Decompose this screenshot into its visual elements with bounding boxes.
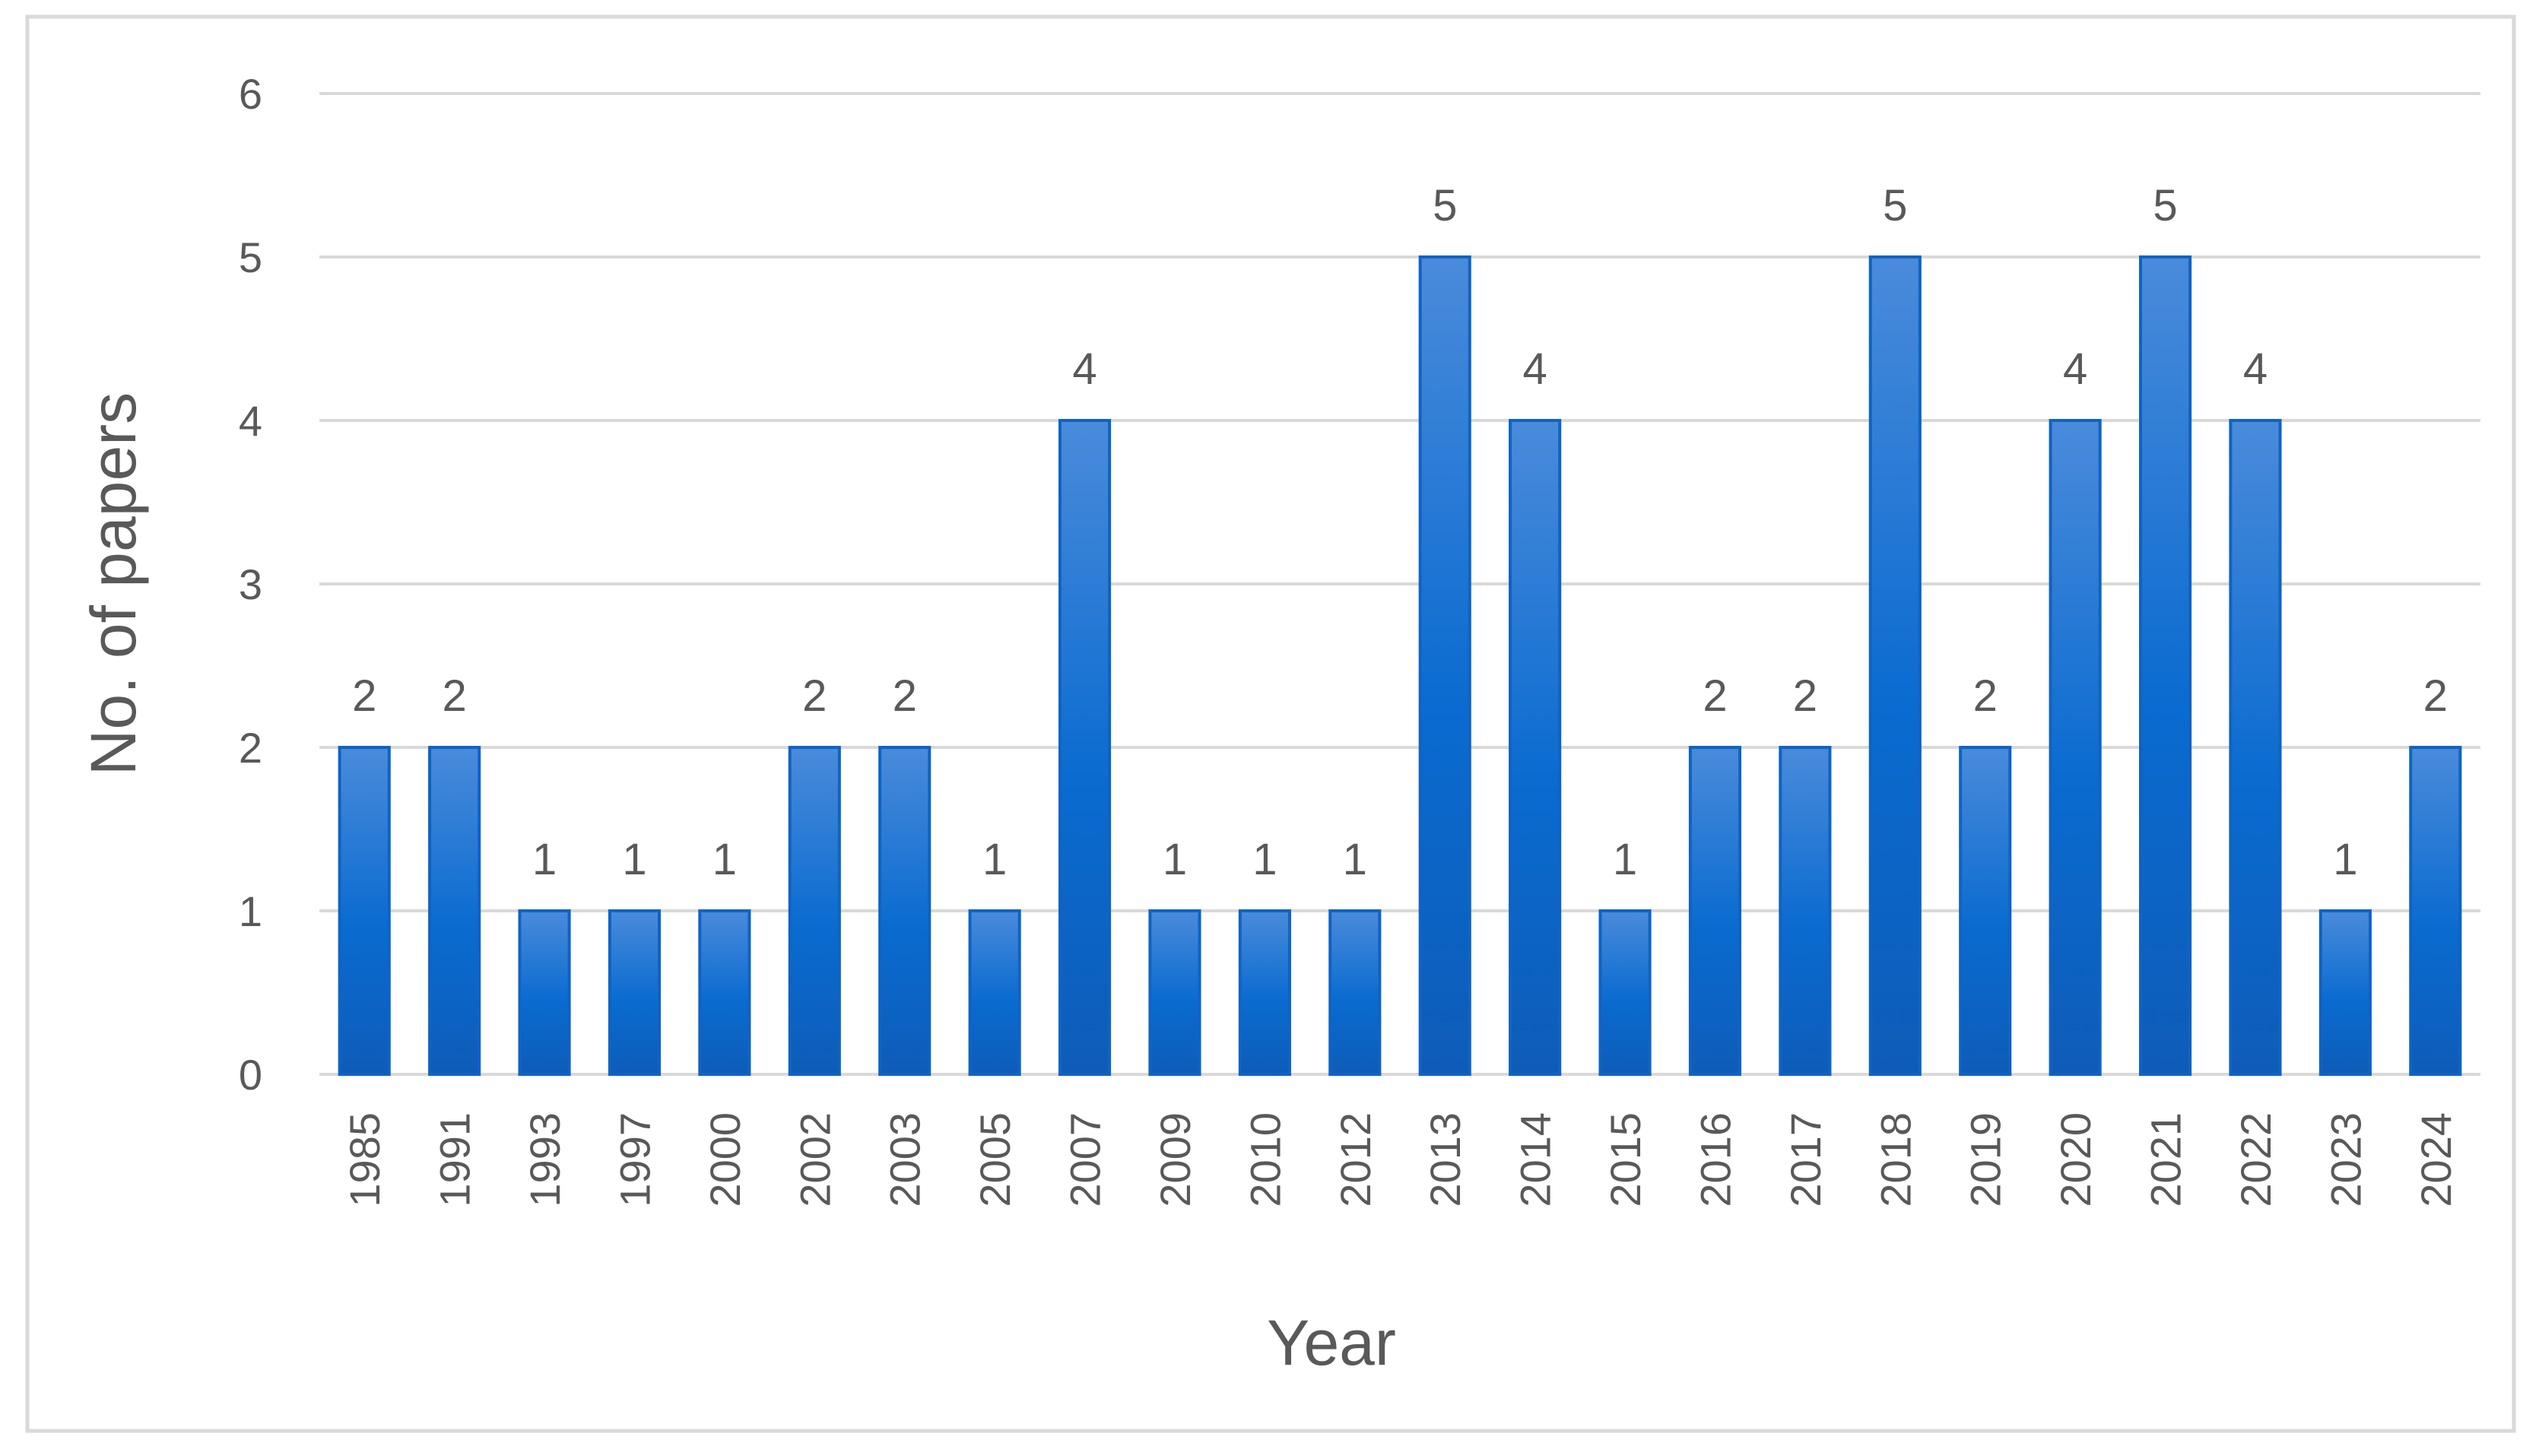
bar-2002: [788, 746, 841, 1076]
bar-2021: [2138, 255, 2192, 1076]
x-axis-title: Year: [1267, 1307, 1396, 1378]
x-tick-label-2015: 2015: [1601, 1112, 1649, 1207]
bar-2013: [1418, 255, 1471, 1076]
data-label-1985: 2: [352, 671, 376, 721]
data-label-2021: 5: [2153, 181, 2177, 230]
x-tick-label-2012: 2012: [1331, 1112, 1379, 1207]
y-tick-label: 3: [239, 560, 262, 608]
y-tick-label: 5: [239, 233, 262, 281]
x-tick-label-2016: 2016: [1691, 1112, 1739, 1207]
x-tick-label-2005: 2005: [971, 1112, 1019, 1207]
bar-2007: [1058, 419, 1112, 1076]
data-label-2015: 1: [1613, 835, 1637, 884]
y-tick-label: 4: [239, 397, 262, 445]
x-tick-label-2020: 2020: [2052, 1112, 2099, 1207]
x-tick-label-1997: 1997: [611, 1112, 659, 1207]
data-label-2013: 5: [1433, 181, 1457, 230]
data-label-2018: 5: [1883, 181, 1907, 230]
x-tick-label-2014: 2014: [1512, 1112, 1560, 1207]
data-label-2024: 2: [2423, 671, 2448, 721]
x-axis-ticks: 1985 1991 1993 1997 2000 2002 2003 2005 2007 2009…: [341, 1112, 2460, 1207]
x-tick-label-1991: 1991: [431, 1112, 479, 1207]
x-tick-label-1993: 1993: [521, 1112, 569, 1207]
y-tick-label: 0: [239, 1051, 262, 1099]
x-tick-label-2000: 2000: [701, 1112, 749, 1207]
bar-2012: [1328, 909, 1382, 1076]
bar-2010: [1238, 909, 1291, 1076]
bar-2020: [2049, 419, 2102, 1076]
bar-1997: [608, 909, 662, 1076]
x-tick-label-2018: 2018: [1871, 1112, 1919, 1207]
data-label-2017: 2: [1793, 671, 1817, 721]
gridlines: [319, 92, 2480, 1076]
data-label-2022: 4: [2243, 344, 2268, 394]
data-label-2014: 4: [1522, 344, 1547, 394]
y-axis-title: No. of papers: [78, 392, 149, 776]
data-label-1991: 2: [442, 671, 466, 721]
x-tick-label-2002: 2002: [791, 1112, 839, 1207]
data-label-2005: 1: [982, 835, 1007, 884]
bar-2018: [1868, 255, 1922, 1076]
x-tick-label-1985: 1985: [341, 1112, 389, 1207]
data-label-2003: 2: [893, 671, 917, 721]
x-tick-label-2022: 2022: [2232, 1112, 2280, 1207]
data-label-1997: 1: [622, 835, 646, 884]
y-axis-ticks: 0 1 2 3 4 5 6: [239, 70, 262, 1099]
bar-1991: [428, 746, 481, 1076]
bar-2016: [1688, 746, 1742, 1076]
data-label-2012: 1: [1343, 835, 1367, 884]
bar-2015: [1598, 909, 1652, 1076]
y-tick-label: 6: [239, 70, 262, 118]
x-tick-label-2009: 2009: [1151, 1112, 1199, 1207]
data-label-1993: 1: [532, 835, 557, 884]
bar-2017: [1779, 746, 1832, 1076]
x-tick-label-2023: 2023: [2322, 1112, 2369, 1207]
x-tick-label-2003: 2003: [881, 1112, 929, 1207]
data-label-2007: 4: [1072, 344, 1097, 394]
data-label-2020: 4: [2063, 344, 2087, 394]
bar-2000: [698, 909, 751, 1076]
bar-1993: [518, 909, 571, 1076]
data-label-2019: 2: [1973, 671, 1998, 721]
bar-2014: [1509, 419, 1562, 1076]
bar-2009: [1148, 909, 1201, 1076]
x-tick-label-2021: 2021: [2142, 1112, 2190, 1207]
bars: [338, 255, 2462, 1076]
data-label-2010: 1: [1252, 835, 1277, 884]
bar-2019: [1959, 746, 2012, 1076]
data-label-2002: 2: [802, 671, 827, 721]
bar-1985: [338, 746, 391, 1076]
x-tick-label-2010: 2010: [1241, 1112, 1289, 1207]
x-tick-label-2017: 2017: [1782, 1112, 1830, 1207]
bar-2023: [2318, 909, 2372, 1076]
data-label-2023: 1: [2333, 835, 2357, 884]
data-label-2016: 2: [1703, 671, 1727, 721]
data-label-2000: 1: [713, 835, 737, 884]
data-label-2009: 1: [1163, 835, 1187, 884]
bar-2003: [878, 746, 931, 1076]
x-tick-label-2013: 2013: [1421, 1112, 1469, 1207]
data-labels: 2 2 1 1 1 2 2 1 4 1 1 1 5 4 1 2 2 5 2 4 5 4 1 2: [352, 181, 2448, 884]
bar-2005: [968, 909, 1021, 1076]
x-tick-label-2007: 2007: [1062, 1112, 1109, 1207]
bar-2022: [2229, 419, 2282, 1076]
y-tick-label: 2: [239, 724, 262, 772]
y-tick-label: 1: [239, 887, 262, 935]
bar-2024: [2409, 746, 2462, 1076]
x-tick-label-2019: 2019: [1962, 1112, 2010, 1207]
x-tick-label-2024: 2024: [2412, 1112, 2460, 1207]
